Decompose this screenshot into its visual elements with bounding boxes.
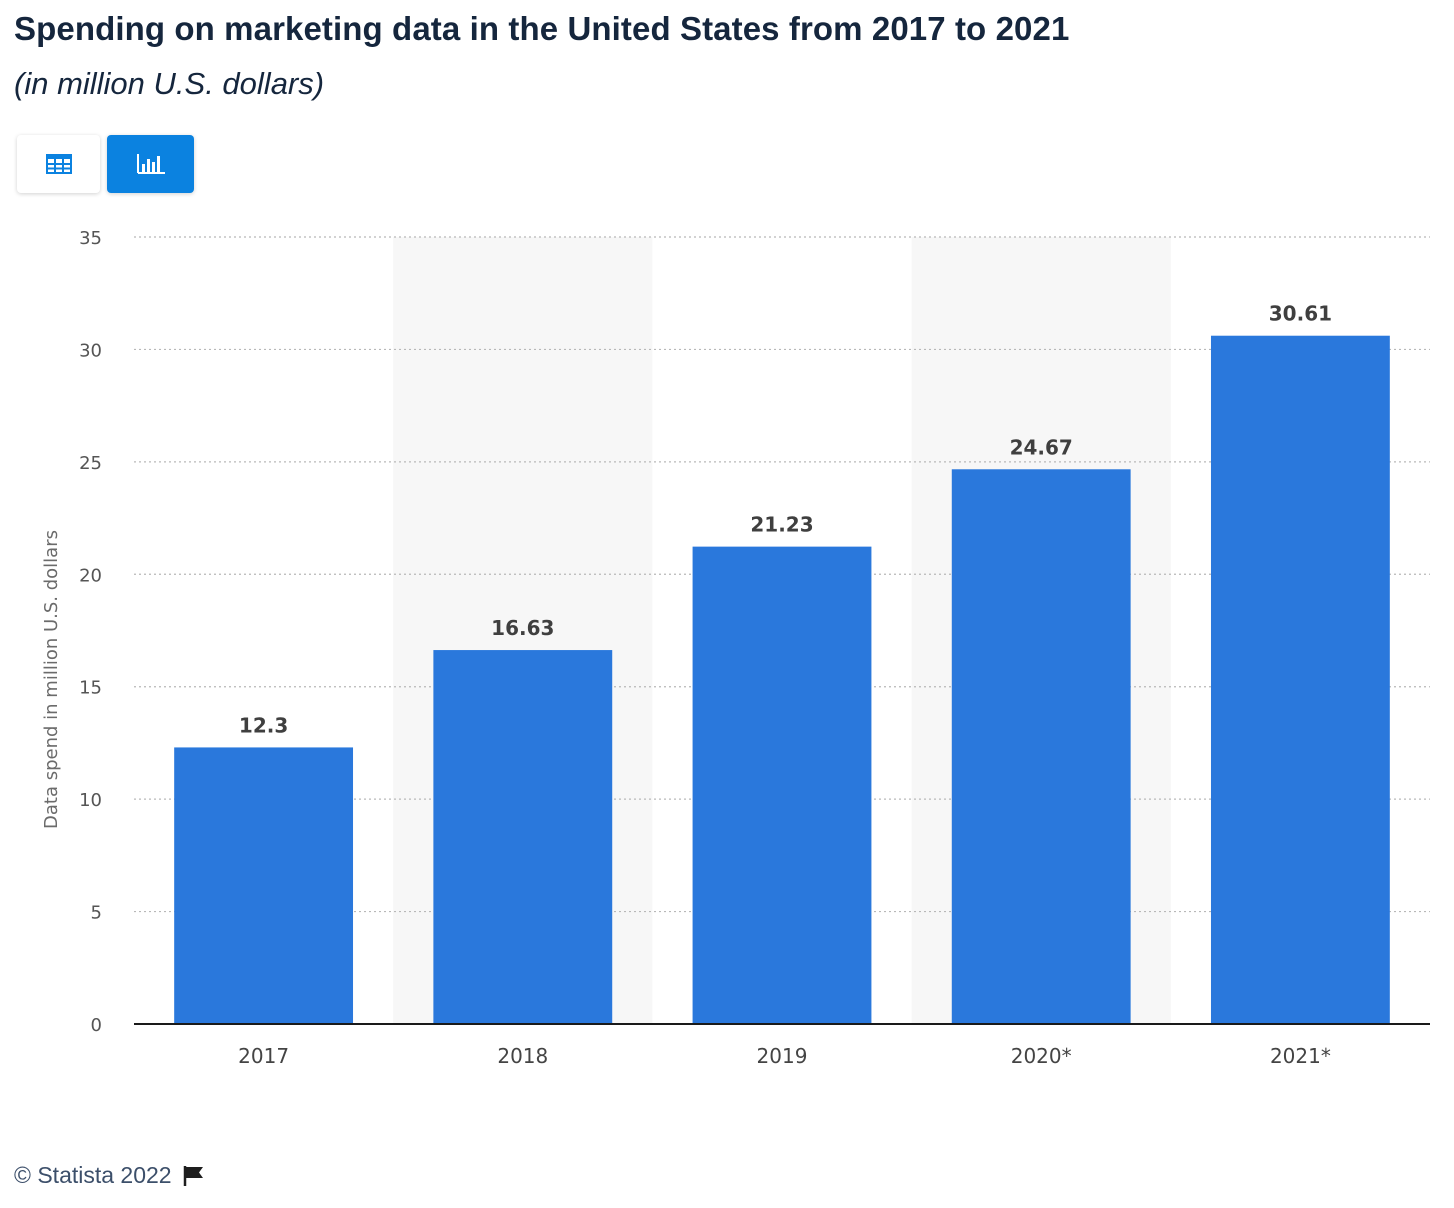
chart-view-button[interactable] bbox=[107, 135, 194, 193]
chart-title: Spending on marketing data in the United… bbox=[14, 10, 1070, 47]
x-tick-label: 2020* bbox=[1011, 1044, 1072, 1068]
x-tick-label: 2018 bbox=[497, 1044, 548, 1068]
data-label: 12.3 bbox=[239, 713, 288, 737]
y-axis-label: Data spend in million U.S. dollars bbox=[41, 530, 62, 829]
bar[interactable] bbox=[174, 747, 354, 1024]
data-labels: 12.3 16.63 21.23 24.67 30.61 bbox=[239, 302, 1332, 738]
y-tick-label: 20 bbox=[79, 565, 102, 586]
view-toggle bbox=[17, 135, 194, 193]
copyright-text: © Statista 2022 bbox=[14, 1162, 172, 1188]
table-view-button[interactable] bbox=[17, 135, 100, 193]
chart-area: 0 5 10 15 20 25 30 35 12.3 16.63 21.23 24.67 30.61 … bbox=[0, 200, 1454, 1100]
y-tick-label: 30 bbox=[79, 340, 102, 361]
bar[interactable] bbox=[951, 469, 1131, 1024]
bars bbox=[174, 335, 1390, 1024]
y-tick-label: 35 bbox=[79, 228, 102, 249]
bar-chart-icon bbox=[136, 154, 165, 174]
bar[interactable] bbox=[1210, 335, 1390, 1024]
y-tick-label: 25 bbox=[79, 453, 102, 474]
y-tick-label: 5 bbox=[91, 903, 102, 924]
flag-icon[interactable] bbox=[182, 1165, 206, 1187]
y-tick-label: 0 bbox=[91, 1015, 102, 1036]
table-icon bbox=[45, 154, 72, 174]
x-tick-label: 2021* bbox=[1270, 1044, 1331, 1068]
footer: © Statista 2022 bbox=[14, 1162, 206, 1189]
data-label: 21.23 bbox=[750, 513, 813, 537]
bar[interactable] bbox=[433, 650, 613, 1024]
x-axis-ticks: 2017 2018 2019 2020* 2021* bbox=[238, 1044, 1331, 1068]
y-tick-label: 15 bbox=[79, 678, 102, 699]
x-tick-label: 2019 bbox=[757, 1044, 808, 1068]
data-label: 30.61 bbox=[1269, 302, 1332, 326]
data-label: 24.67 bbox=[1010, 435, 1073, 459]
y-axis-ticks: 0 5 10 15 20 25 30 35 bbox=[79, 228, 102, 1036]
x-tick-label: 2017 bbox=[238, 1044, 289, 1068]
chart-subtitle: (in million U.S. dollars) bbox=[14, 66, 325, 101]
data-label: 16.63 bbox=[491, 616, 554, 640]
y-tick-label: 10 bbox=[79, 790, 102, 811]
bar[interactable] bbox=[692, 546, 872, 1024]
